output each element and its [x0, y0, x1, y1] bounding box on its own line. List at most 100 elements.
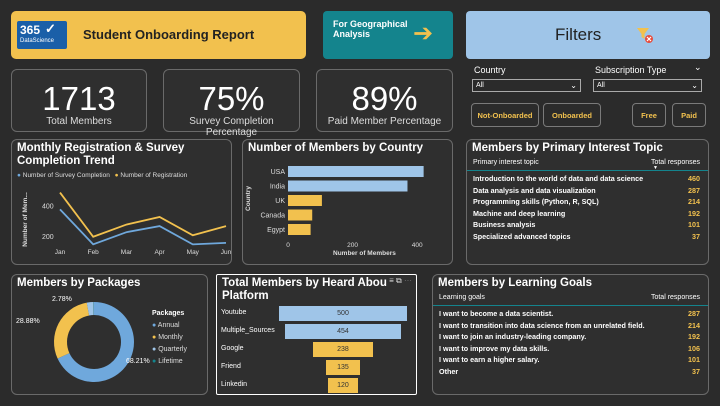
- title-banner: 365 ✓ DataScience Student Onboarding Rep…: [11, 11, 306, 59]
- topics-card: Members by Primary Interest Topic Primar…: [466, 139, 709, 265]
- paid-button[interactable]: Paid: [672, 103, 706, 127]
- country-bar: [288, 195, 322, 206]
- subscription-dropdown[interactable]: All ⌄: [593, 79, 702, 92]
- filter-icon[interactable]: ≡: [389, 276, 394, 285]
- packages-title: Members by Packages: [17, 277, 141, 289]
- country-bar: [288, 209, 313, 221]
- trend-xtick: Apr: [155, 249, 166, 256]
- more-options-icon[interactable]: ⋯: [404, 276, 412, 285]
- logo-text: DataScience: [20, 38, 55, 44]
- country-label: USA: [271, 169, 286, 176]
- topic-name: Introduction to the world of data and da…: [473, 174, 644, 183]
- table-row[interactable]: Introduction to the world of data and da…: [467, 174, 708, 185]
- funnel-bar[interactable]: 500: [279, 306, 407, 321]
- legend-dot-quarterly: ●: [152, 346, 157, 353]
- trend-ytick: 400: [42, 203, 54, 210]
- table-row[interactable]: I want to earn a higher salary. 101: [433, 355, 708, 366]
- country-filter-label: Country: [474, 65, 506, 75]
- sort-desc-icon: ▼: [653, 165, 658, 171]
- legend-dot-lifetime: ●: [152, 358, 157, 365]
- subscription-collapse-chevron-icon[interactable]: ⌄: [694, 62, 702, 72]
- goal-value: 192: [688, 332, 700, 341]
- topics-col2[interactable]: Total responses: [650, 159, 700, 166]
- topic-name: Business analysis: [473, 220, 536, 229]
- packages-legend: Packages ● Annual ● Monthly ● Quarterly …: [152, 308, 187, 368]
- trend-title: Monthly Registration & Survey Completion…: [17, 142, 185, 167]
- trend-xtick: Mar: [121, 249, 133, 256]
- table-row[interactable]: Programming skills (Python, R, SQL) 214: [467, 197, 708, 208]
- packages-legend-title: Packages: [152, 310, 185, 317]
- topic-name: Data analysis and data visualization: [473, 185, 596, 195]
- table-row[interactable]: Data analysis and data visualization 287: [467, 186, 708, 197]
- table-row[interactable]: I want to become a data scientist. 287: [433, 309, 708, 320]
- trend-chart: 400 200 Jan Feb Mar Apr May Jun: [42, 192, 232, 256]
- heard-card: Total Members by Heard Abou Platform ≡ ⧉…: [216, 274, 417, 395]
- table-row[interactable]: Specialized advanced topics 37: [467, 232, 708, 243]
- legend-dot-survey: ●: [17, 172, 21, 179]
- goals-card: Members by Learning Goals Learning goals…: [432, 274, 709, 395]
- topic-value: 214: [688, 197, 700, 206]
- country-label: Egypt: [267, 227, 285, 234]
- topic-value: 192: [688, 208, 700, 218]
- topic-value: 37: [692, 231, 700, 241]
- country-dropdown-value: All: [476, 82, 484, 89]
- chevron-down-icon: ⌄: [691, 81, 698, 90]
- kpi-value: 89%: [351, 80, 418, 117]
- filters-title: Filters: [555, 25, 602, 44]
- not-onboarded-button[interactable]: Not-Onboarded: [471, 103, 539, 127]
- focus-mode-icon[interactable]: ⧉: [396, 276, 402, 285]
- table-row[interactable]: I want to join an industry-leading compa…: [433, 332, 708, 343]
- goal-name: I want to improve my data skills.: [439, 343, 550, 353]
- geo-analysis-button[interactable]: For Geographical Analysis ➔: [323, 11, 453, 59]
- arrow-right-icon: ➔: [413, 20, 434, 47]
- kpi-label: Survey Completion Percentage: [189, 116, 274, 138]
- subscription-filter-label: Subscription Type: [595, 65, 667, 75]
- legend-quarterly: Quarterly: [158, 346, 187, 353]
- funnel-bar[interactable]: 120: [327, 378, 359, 393]
- clear-filter-icon[interactable]: [636, 26, 654, 44]
- table-row[interactable]: I want to improve my data skills. 106: [433, 344, 708, 355]
- legend-monthly: Monthly: [158, 334, 183, 341]
- funnel-label: Linkedin: [221, 381, 248, 388]
- trend-xtick: Jun: [221, 249, 232, 256]
- topics-title: Members by Primary Interest Topic: [472, 142, 663, 154]
- funnel-bar[interactable]: 238: [312, 342, 374, 357]
- trend-xtick: May: [187, 249, 200, 256]
- goals-col2[interactable]: Total responses: [650, 294, 700, 301]
- funnel-bar[interactable]: 135: [325, 360, 361, 375]
- trend-card: Monthly Registration & Survey Completion…: [11, 139, 232, 265]
- page-title: Student Onboarding Report: [83, 27, 255, 42]
- survey-completion-line: [59, 208, 227, 246]
- chevron-down-icon: ⌄: [570, 81, 577, 90]
- country-label: UK: [275, 198, 285, 205]
- goals-header: Learning goals Total responses: [433, 292, 708, 306]
- donut-slice-monthly: [53, 302, 90, 359]
- topics-header: Primary interest topic Total responses ▼: [467, 157, 708, 171]
- topic-name: Specialized advanced topics: [473, 231, 571, 241]
- country-dropdown[interactable]: All ⌄: [472, 79, 581, 92]
- registration-line: [59, 192, 227, 238]
- funnel-bar[interactable]: 454: [284, 324, 402, 339]
- goal-name: I want to transition into data science f…: [439, 320, 645, 330]
- heard-title-line1: Total Members by Heard Abou: [222, 277, 387, 289]
- table-row[interactable]: Machine and deep learning 192: [467, 209, 708, 220]
- table-row[interactable]: Business analysis 101: [467, 220, 708, 231]
- legend-annual: Annual: [157, 322, 180, 329]
- table-row[interactable]: I want to transition into data science f…: [433, 321, 708, 332]
- goals-col1: Learning goals: [439, 294, 485, 301]
- free-button[interactable]: Free: [632, 103, 666, 127]
- funnel-label: Google: [221, 345, 244, 352]
- kpi-label: Total Members: [46, 116, 112, 127]
- country-xtick: 0: [286, 242, 290, 249]
- legend-lifetime: Lifetime: [158, 358, 183, 365]
- table-row[interactable]: Other 37: [433, 367, 708, 378]
- country-bar: [288, 180, 408, 192]
- onboarded-button[interactable]: Onboarded: [543, 103, 601, 127]
- topic-value: 460: [688, 174, 700, 183]
- donut-slice-annual: [57, 302, 134, 382]
- goal-name: I want to earn a higher salary.: [439, 355, 540, 364]
- kpi-value: 75%: [198, 80, 265, 117]
- trend-ytick: 200: [42, 234, 54, 241]
- goal-name: I want to become a data scientist.: [439, 309, 554, 318]
- heard-title-line2: Platform: [222, 290, 269, 302]
